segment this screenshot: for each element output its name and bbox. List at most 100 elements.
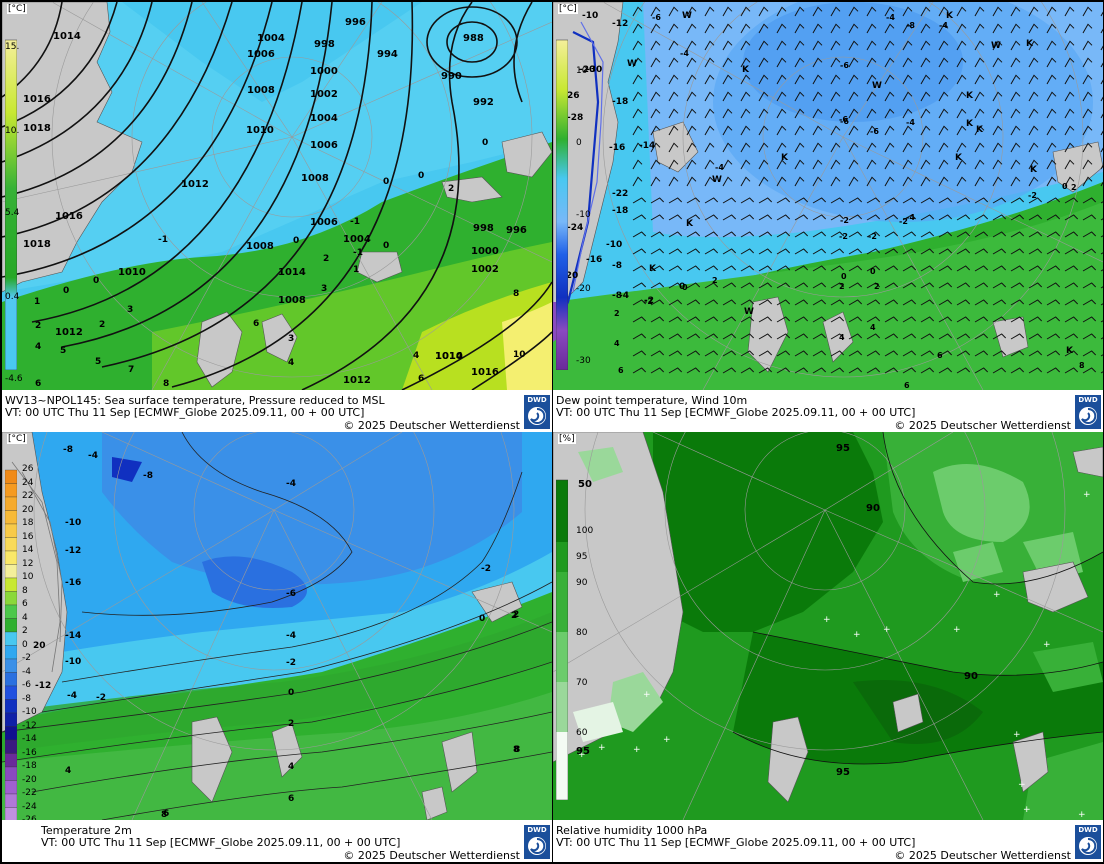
wind-barb (866, 197, 881, 204)
wind-barb (902, 23, 913, 34)
wind-barb (848, 214, 863, 221)
isobar-label: 994 (377, 49, 398, 60)
svg-text:+: + (663, 735, 671, 745)
dewpoint-value-label: 2 (839, 282, 845, 291)
wind-barb (794, 91, 805, 102)
wind-barb (722, 176, 733, 187)
wind-barb (974, 214, 989, 221)
wind-barb (794, 159, 805, 170)
wind-barb (686, 214, 701, 221)
wind-barb (920, 125, 931, 136)
wind-barb (650, 142, 661, 153)
wind-barb (1046, 299, 1061, 306)
wind-barb (812, 74, 823, 85)
wind-barb (848, 248, 863, 255)
wind-barb (1082, 350, 1097, 357)
wind-barb (920, 350, 935, 357)
wind-barb (920, 231, 935, 238)
wind-barb (902, 197, 917, 204)
wind-barb (920, 91, 931, 102)
t2m-contour-label: -8 (63, 445, 73, 455)
legend-sst-label: 15. (5, 42, 20, 52)
wind-barb (1100, 28, 1103, 34)
isobar-label: 1008 (247, 85, 275, 96)
wind-barb (776, 57, 787, 68)
caption-t2m: Temperature 2m VT: 00 UTC Thu 11 Sep [EC… (38, 822, 552, 862)
wind-barb (848, 316, 863, 323)
wind-barb (830, 265, 845, 272)
t2m-contour-label: -4 (67, 691, 77, 701)
wind-barb (1010, 40, 1021, 51)
wind-barb (902, 57, 913, 68)
caption-dewpoint-title: Dew point temperature, Wind 10m (556, 394, 748, 407)
rh-contour-label: 95 (836, 443, 850, 454)
wind-barb (1046, 40, 1057, 51)
wind-barb (632, 6, 643, 17)
t2m-contour-label: 20 (33, 641, 46, 651)
wind-barb (704, 333, 719, 340)
legend-t2m-label: -12 (22, 720, 37, 731)
legend-rh-label: 95 (576, 552, 588, 562)
wind-barb (920, 23, 931, 34)
wind-barb (848, 23, 859, 34)
legend-rh-label: 80 (576, 628, 588, 638)
wind-barb (1010, 142, 1021, 153)
legend-rh-label: 90 (576, 578, 588, 588)
wind-barb (776, 316, 791, 323)
wind-barb (668, 57, 679, 68)
wind-barb (830, 333, 845, 340)
legend-rh-unit: [%] (558, 434, 576, 444)
wind-barb (794, 142, 805, 153)
wind-barb (1064, 282, 1079, 289)
wind-barb (1010, 299, 1025, 306)
sst-value-label: 4 (413, 351, 420, 361)
wind-barb (1100, 45, 1103, 51)
wind-barb (650, 159, 661, 170)
wind-barb (812, 197, 827, 204)
wind-barb (884, 231, 899, 238)
wind-barb (1082, 125, 1093, 136)
wind-barb (812, 142, 823, 153)
wind-barb (722, 367, 737, 374)
isobar-label: 1004 (343, 234, 371, 245)
isobar-label: 1010 (435, 351, 463, 362)
wind-barb (920, 197, 935, 204)
wind-barb (758, 214, 773, 221)
t2m-contour-label: 4 (65, 766, 72, 776)
svg-text:+: + (598, 743, 606, 753)
map-t2m[interactable]: -8 -8 -10 -12 -16 -14 -10 -12 -4 -2 20 -4 -6 -4 -2 -4 -2… (2, 432, 552, 820)
wind-barb (1010, 248, 1025, 255)
wind-barb (1100, 181, 1103, 187)
wind-barb (974, 91, 985, 102)
wind-barb (758, 125, 769, 136)
wind-barb (632, 248, 647, 255)
wind-barb (776, 23, 787, 34)
wind-barb (1046, 57, 1057, 68)
legend-dewpoint-colorbar (556, 39, 568, 370)
wind-barb (704, 282, 719, 289)
wind-barb (722, 57, 733, 68)
caption-rh: Relative humidity 1000 hPa VT: 00 UTC Th… (553, 822, 1103, 862)
wind-barb (650, 40, 661, 51)
t2m-contour-label: 8 (514, 745, 521, 755)
wind-barb (866, 299, 881, 306)
panel-sst: 996 988 1004 998 994 1014 1006 1000 990 1008 1002 9… (2, 2, 552, 432)
wind-barb (794, 265, 809, 272)
wind-barb (848, 125, 859, 136)
wind-barb (938, 74, 949, 85)
legend-t2m-label: -6 (22, 680, 31, 690)
wind-barb (686, 282, 701, 289)
map-dewpoint[interactable]: -10 -12 -20 -18 -14 -16 -22 -18 -10 -8 -8 -4 -2 0 26 -2… (553, 2, 1103, 390)
wind-barb (776, 282, 791, 289)
map-sst[interactable]: 996 988 1004 998 994 1014 1006 1000 990 1008 1002 9… (2, 2, 552, 390)
wind-barb (686, 57, 697, 68)
wind-barb (812, 231, 827, 238)
caption-rh-copyright: © 2025 Deutscher Wetterdienst (894, 849, 1071, 862)
wind-barb (1082, 57, 1093, 68)
wind-barb (794, 108, 805, 119)
sst-value-label: 3 (321, 284, 328, 294)
map-rh[interactable]: + + + + + + + + + + + + + + + + 95 90 90 95 95 50 [%] 1… (553, 432, 1103, 820)
wind-barb (1064, 248, 1079, 255)
wind-barb (956, 316, 971, 323)
wind-barb (830, 316, 845, 323)
